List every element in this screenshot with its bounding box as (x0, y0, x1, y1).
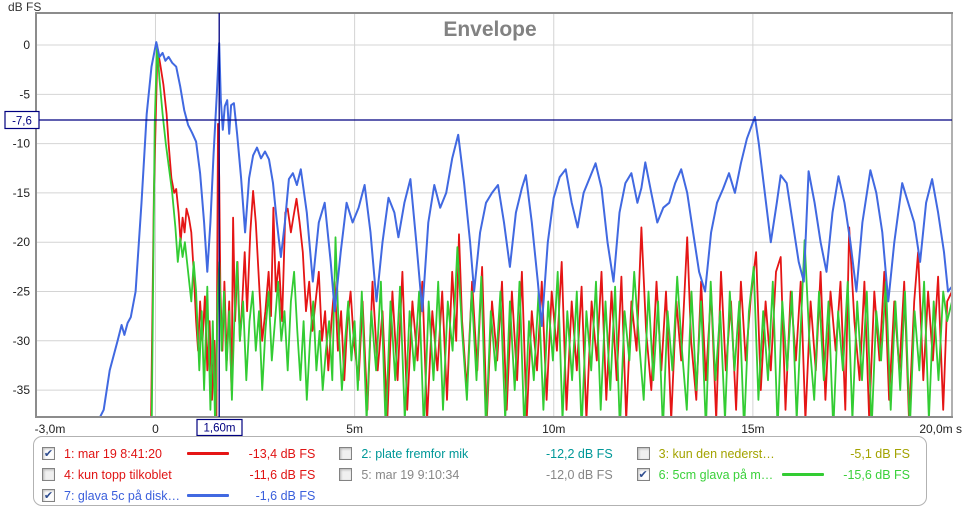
y-cursor-readout[interactable]: -7,6 (4, 110, 40, 130)
trace-color-swatch (187, 473, 229, 476)
y-axis-tick-label: -35 (13, 383, 31, 397)
legend-checkbox[interactable] (636, 447, 650, 460)
y-axis-tick-label: -10 (13, 137, 31, 151)
legend-value: -13,4 dB FS (248, 446, 316, 461)
y-axis-tick-label: -25 (13, 285, 31, 299)
y-cursor-box[interactable] (4, 110, 40, 130)
legend-row[interactable]: 4: kun topp tilkoblet -11,6 dB FS (34, 464, 331, 485)
legend-row[interactable]: ✔ 7: glava 5c på diskant -1,6 dB FS (34, 485, 331, 506)
legend-label[interactable]: 2: plate fremfor mik (361, 446, 469, 461)
legend-label[interactable]: 5: mar 19 9:10:34 (361, 467, 460, 482)
x-axis-tick-label: -3,0m (35, 422, 66, 436)
legend-value: -1,6 dB FS (255, 488, 316, 503)
y-axis-tick-label: 0 (23, 38, 30, 52)
legend-checkbox[interactable] (339, 468, 353, 481)
legend-row[interactable]: 3: kun den nederste tilkoblt -5,1 dB FS (629, 443, 926, 464)
trace-series-6 (150, 44, 951, 416)
legend-checkbox[interactable]: ✔ (42, 447, 55, 460)
trace-color-swatch (782, 473, 824, 476)
x-cursor-box[interactable] (196, 418, 243, 437)
legend-row[interactable]: ✔ 6: 5cm glava på mellotone -15,6 dB FS (629, 464, 926, 485)
x-cursor-readout[interactable]: 1,60m (196, 418, 243, 437)
x-axis-tick-label: 20,0m s (919, 422, 962, 436)
legend-checkbox[interactable] (42, 468, 55, 481)
legend-checkbox[interactable] (339, 447, 353, 460)
x-axis-tick-label: 0 (152, 422, 159, 436)
legend-row[interactable]: 2: plate fremfor mik -12,2 dB FS (331, 443, 628, 464)
legend-value: -12,0 dB FS (545, 467, 613, 482)
legend-checkbox[interactable]: ✔ (42, 489, 55, 502)
legend-checkbox[interactable]: ✔ (636, 468, 650, 481)
x-axis-tick-label: 15m (741, 422, 764, 436)
trace-series-7 (99, 41, 951, 416)
trace-color-swatch (782, 452, 824, 455)
legend-value: -12,2 dB FS (545, 446, 613, 461)
y-axis-tick-label: -20 (13, 235, 31, 249)
y-axis-tick-label: -5 (19, 87, 30, 101)
legend-column-2: 2: plate fremfor mik -12,2 dB FS 5: mar … (331, 443, 628, 506)
traces (99, 41, 951, 416)
trace-color-swatch (485, 473, 527, 476)
chart-title: Envelope (443, 18, 536, 41)
legend-column-1: ✔ 1: mar 19 8:41:20 -13,4 dB FS 4: kun t… (34, 443, 331, 506)
legend-value: -5,1 dB FS (850, 446, 910, 461)
legend-row[interactable]: ✔ 1: mar 19 8:41:20 -13,4 dB FS (34, 443, 331, 464)
y-cursor-value: -7,6 (12, 116, 32, 128)
x-axis-tick-label: 10m (542, 422, 565, 436)
cursor-lines[interactable] (36, 13, 952, 417)
trace-color-swatch (187, 452, 230, 455)
legend-value: -15,6 dB FS (843, 467, 910, 482)
y-axis-title: dB FS (8, 0, 41, 14)
x-cursor-value: 1,60m (204, 423, 236, 435)
envelope-chart: 0 -5 -10 -15 -20 -25 -30 -35 -3,0m 0 5m 10m 15m 20,0m… (4, 0, 962, 437)
trace-color-swatch (485, 452, 527, 455)
legend-panel: ✔ 1: mar 19 8:41:20 -13,4 dB FS 4: kun t… (33, 436, 927, 506)
legend-label[interactable]: 1: mar 19 8:41:20 (64, 446, 162, 461)
trace-color-swatch (187, 494, 230, 497)
y-axis-tick-label: -15 (13, 186, 31, 200)
legend-label[interactable]: 7: glava 5c på diskant (64, 488, 184, 503)
x-axis-tick-label: 5m (346, 422, 363, 436)
legend-value: -11,6 dB FS (249, 467, 316, 482)
legend-column-3: 3: kun den nederste tilkoblt -5,1 dB FS … (629, 443, 926, 506)
legend-row[interactable]: 5: mar 19 9:10:34 -12,0 dB FS (331, 464, 628, 485)
legend-label[interactable]: 6: 5cm glava på mellotone (658, 467, 778, 482)
axis-labels: 0 -5 -10 -15 -20 -25 -30 -35 -3,0m 0 5m 10m 15m 20,0m… (13, 38, 962, 436)
legend-label[interactable]: 3: kun den nederste tilkoblt (658, 446, 778, 461)
legend-label[interactable]: 4: kun topp tilkoblet (64, 467, 172, 482)
y-axis-tick-label: -30 (13, 334, 31, 348)
